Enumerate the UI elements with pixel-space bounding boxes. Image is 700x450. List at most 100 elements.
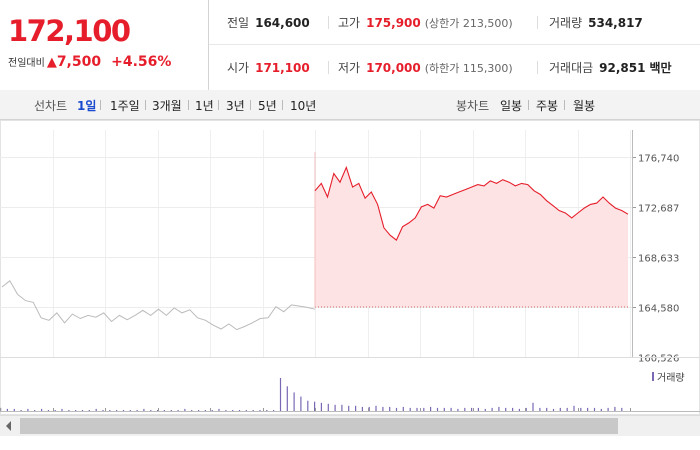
- y-tick-label: 160,526: [638, 354, 679, 365]
- volume-bar: [88, 410, 90, 411]
- volume-bar: [368, 406, 370, 411]
- volume-bar: [218, 408, 220, 411]
- volume-bar: [68, 410, 70, 411]
- upper-limit: (상한가 213,500): [424, 17, 513, 30]
- stat-label: 저가: [338, 61, 361, 75]
- volume-bar: [518, 408, 520, 411]
- tab-1-year[interactable]: 1년: [195, 99, 214, 113]
- volume-bar: [245, 410, 247, 411]
- volume-bar: [505, 407, 507, 411]
- volume-bar: [430, 406, 432, 411]
- y-tick-label: 164,580: [638, 304, 679, 315]
- volume-bar: [204, 410, 206, 411]
- intraday-chart: 176,740 172,687 168,633 164,580 160,526 거래량: [0, 120, 700, 415]
- volume-bar: [279, 378, 282, 411]
- volume-bar: [150, 410, 152, 411]
- volume-legend-label: 거래량: [657, 372, 685, 384]
- volume-bar: [225, 410, 227, 411]
- volume-bar: [116, 410, 118, 411]
- tab-10-years[interactable]: 10년: [290, 99, 317, 113]
- volume-bar: [252, 410, 254, 411]
- period-tabbar: 선차트 1일 1주일 3개월 1년 3년 5년 10년 봉차트 일봉 주봉 월봉: [0, 90, 700, 120]
- volume-bar: [416, 407, 418, 411]
- volume-bar: [163, 410, 165, 411]
- volume-bar: [600, 408, 602, 411]
- volume-bar: [320, 402, 322, 412]
- volume-bar: [191, 410, 193, 411]
- volume-bar: [6, 408, 8, 411]
- volume-bar: [539, 407, 541, 411]
- stat-value: 92,851: [599, 61, 646, 75]
- volume-bar: [75, 410, 77, 411]
- volume-bar: [13, 408, 15, 411]
- stat-volume: 거래량 534,817: [549, 14, 643, 31]
- tab-daily-candle[interactable]: 일봉: [500, 99, 523, 113]
- tab-5-years[interactable]: 5년: [258, 99, 277, 113]
- stat-value: 534,817: [588, 16, 643, 30]
- volume-bar: [573, 405, 575, 411]
- y-tick-label: 172,687: [638, 204, 679, 215]
- stat-open: 시가 171,100: [227, 59, 310, 76]
- volume-bar: [375, 405, 377, 411]
- stat-value: 164,600: [255, 16, 310, 30]
- volume-bar: [238, 410, 241, 411]
- volume-bar: [614, 406, 616, 411]
- volume-bar: [266, 410, 268, 411]
- volume-bar: [491, 407, 493, 411]
- volume-bar: [211, 410, 213, 411]
- tab-3-months[interactable]: 3개월: [152, 99, 182, 113]
- volume-bar: [109, 410, 111, 411]
- scrollbar-thumb[interactable]: [20, 418, 618, 434]
- stat-prev-close: 전일 164,600: [227, 14, 310, 31]
- volume-bar: [607, 407, 609, 411]
- volume-legend-swatch: [652, 372, 654, 381]
- stat-label: 고가: [338, 16, 361, 30]
- volume-bar: [361, 406, 363, 411]
- volume-bar: [314, 401, 316, 411]
- volume-bar: [395, 407, 398, 411]
- volume-bar: [484, 408, 486, 411]
- line-chart-label: 선차트: [34, 99, 68, 113]
- volume-bar: [423, 407, 425, 411]
- volume-bar: [341, 404, 343, 411]
- y-tick-label: 176,740: [638, 154, 679, 165]
- today-area-fill: [315, 167, 628, 307]
- tab-1-day[interactable]: 1일: [77, 99, 97, 113]
- volume-bar: [552, 408, 555, 411]
- scroll-left-arrow-icon[interactable]: [6, 421, 11, 431]
- volume-bar: [464, 407, 466, 411]
- volume-bar: [512, 407, 514, 411]
- stat-unit: 백만: [649, 61, 672, 75]
- volume-bar: [471, 407, 473, 411]
- volume-bar: [566, 407, 568, 411]
- stat-value: 175,900: [366, 16, 421, 30]
- stat-low: 저가 170,000 (하한가 115,300): [338, 59, 513, 76]
- volume-bar: [286, 386, 288, 412]
- volume-bar: [580, 407, 582, 411]
- tab-3-years[interactable]: 3년: [226, 99, 245, 113]
- chart-scrollbar[interactable]: [0, 415, 700, 436]
- volume-bar: [102, 410, 104, 411]
- volume-bar: [129, 410, 131, 411]
- volume-bar: [300, 396, 302, 411]
- volume-bar: [559, 407, 561, 411]
- volume-bar: [382, 406, 384, 411]
- stats-row-2: 시가 171,100 저가 170,000 (하한가 115,300) 거래대금 92,…: [209, 45, 700, 89]
- tab-weekly-candle[interactable]: 주봉: [536, 99, 559, 113]
- volume-bar: [409, 407, 411, 411]
- lower-limit: (하한가 115,300): [424, 62, 513, 75]
- volume-bar: [136, 410, 138, 411]
- volume-bar: [532, 402, 534, 412]
- prev-day-series-line: [1, 280, 316, 331]
- stat-value: 170,000: [366, 61, 421, 75]
- volume-bar: [593, 407, 596, 411]
- volume-bar: [34, 410, 36, 411]
- tab-monthly-candle[interactable]: 월봉: [573, 99, 596, 113]
- tab-1-week[interactable]: 1주일: [110, 99, 140, 113]
- volume-bar: [477, 407, 479, 411]
- volume-bar: [293, 392, 295, 411]
- volume-bar: [334, 404, 336, 411]
- volume-bar: [546, 407, 548, 411]
- stat-label: 거래량: [549, 16, 583, 30]
- stat-trade-amount: 거래대금 92,851 백만: [549, 59, 672, 76]
